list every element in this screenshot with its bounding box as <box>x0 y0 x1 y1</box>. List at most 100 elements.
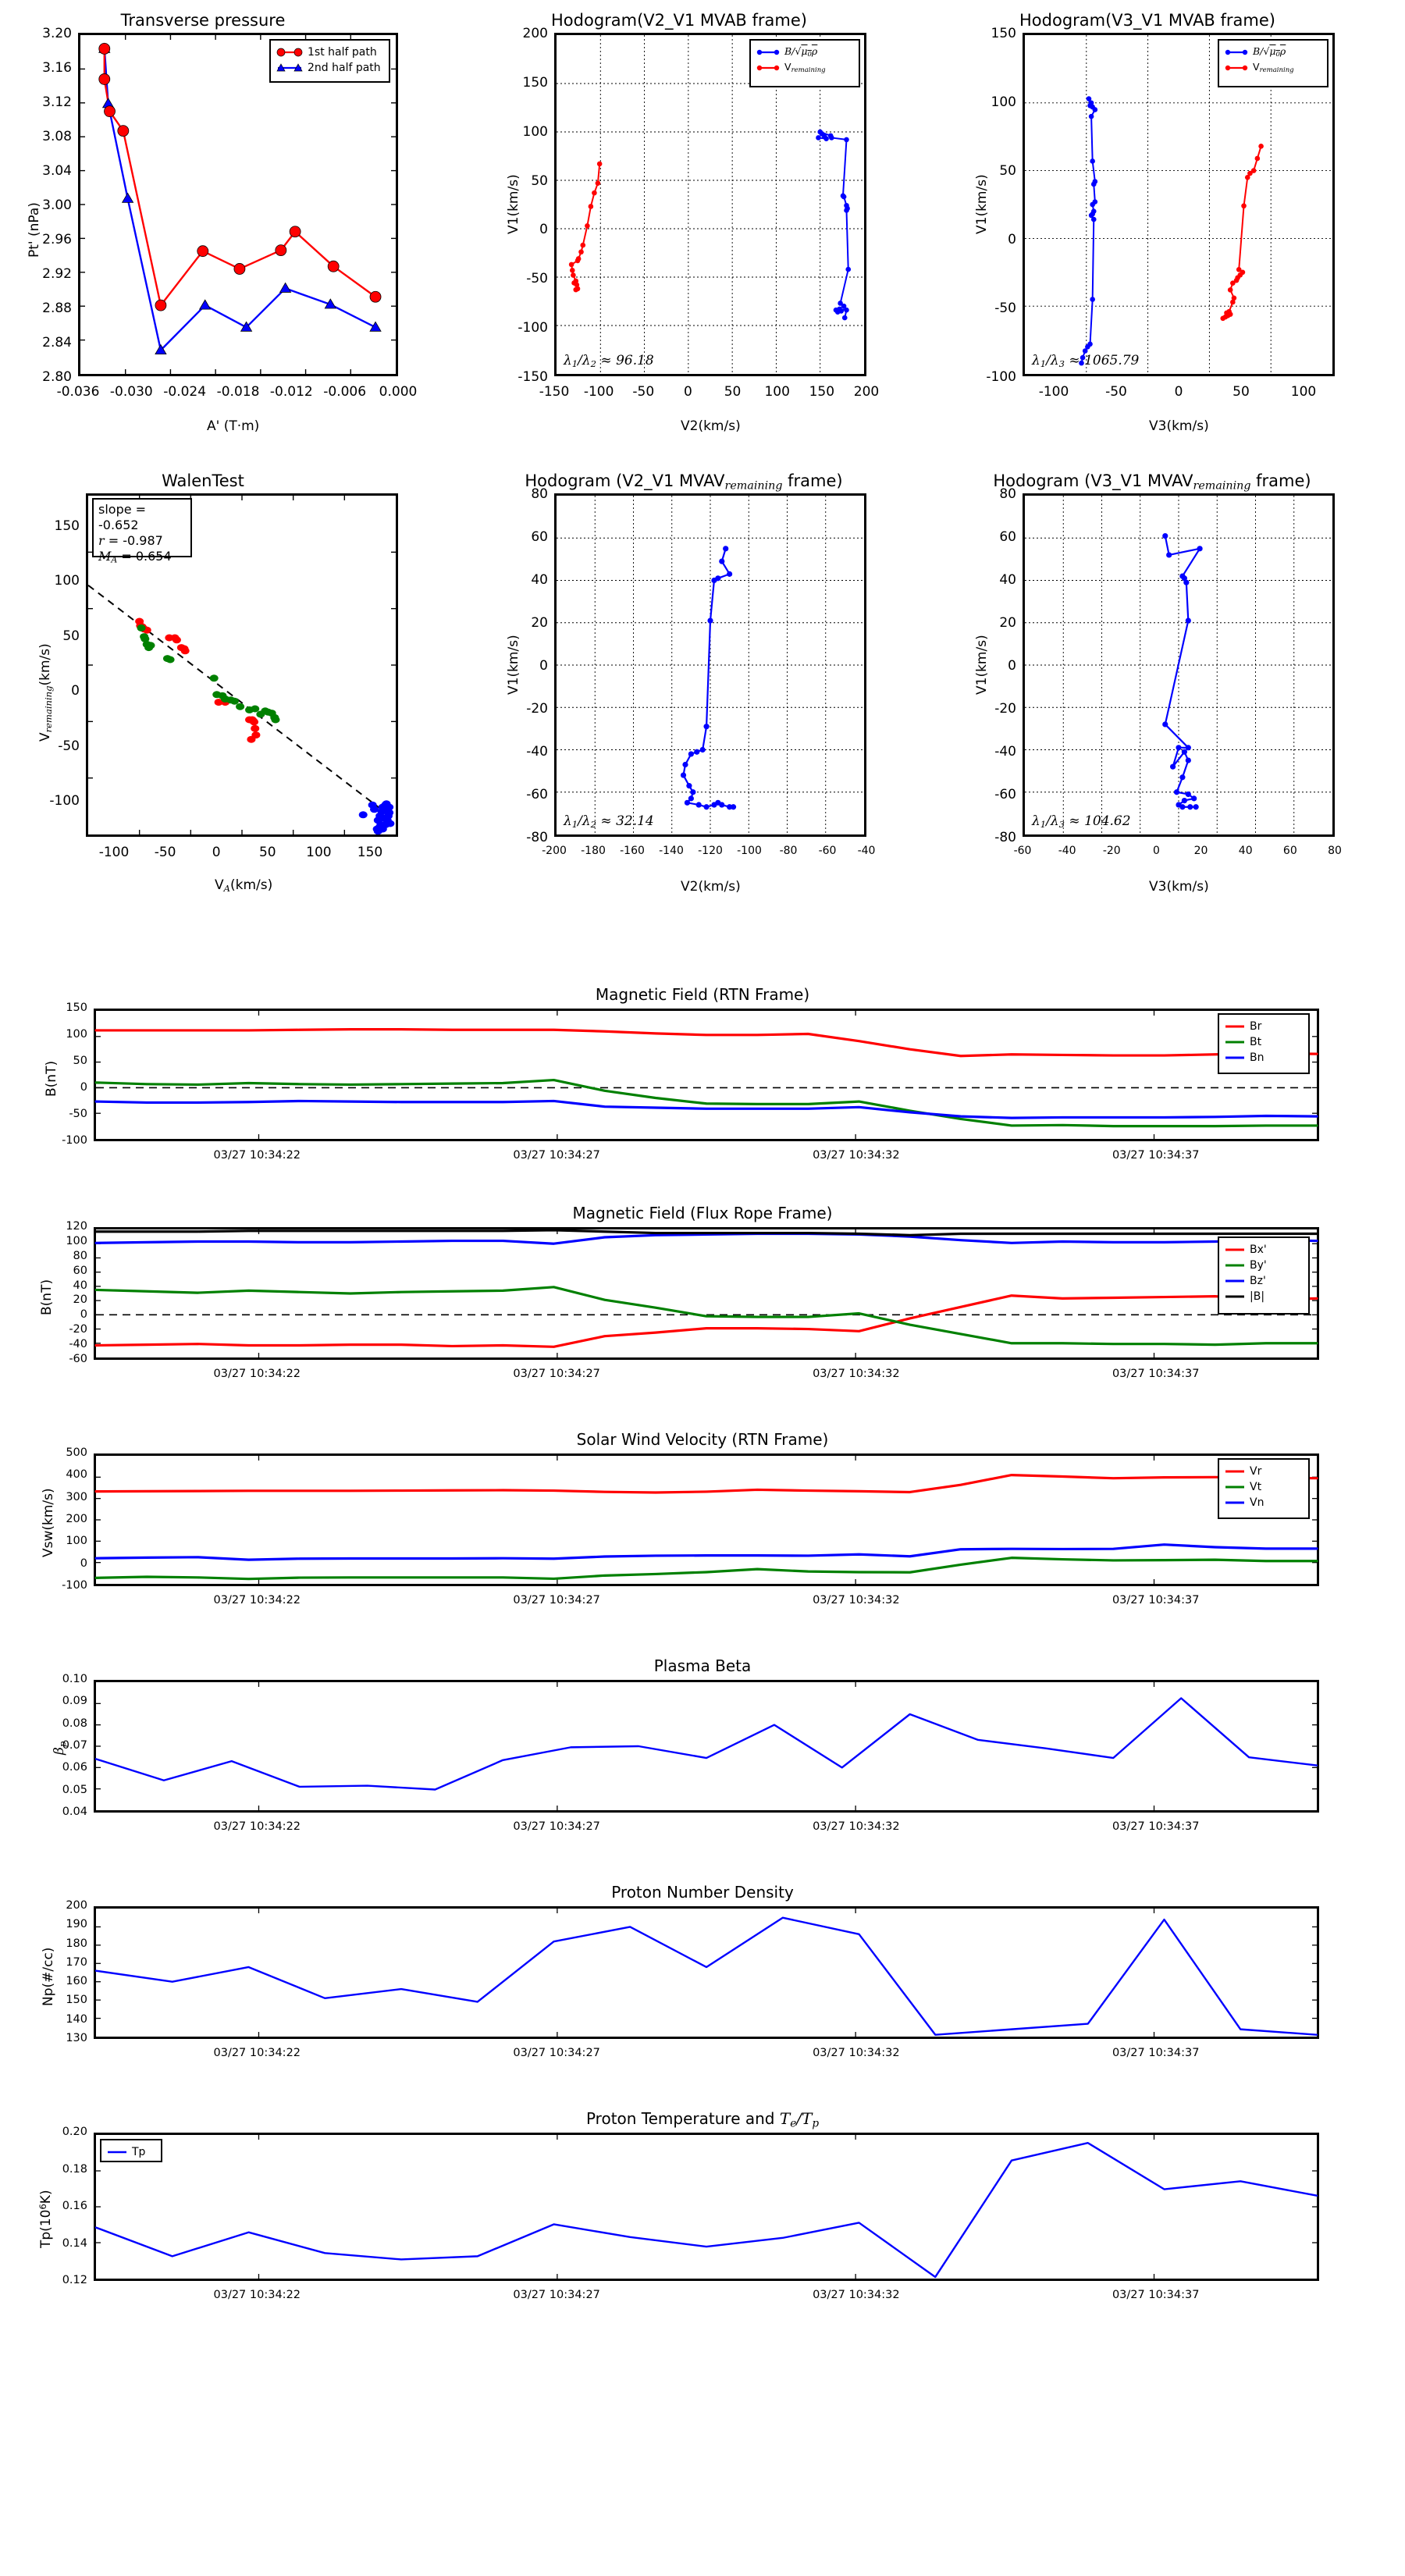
legend-item: B/√μ0ρ <box>756 44 853 60</box>
panel-title: Plasma Beta <box>653 1656 752 1675</box>
x-tick-label: 03/27 10:34:32 <box>813 2047 900 2059</box>
y-tick-label: 0.08 <box>62 1717 87 1730</box>
y-axis-label: Pt' (nPa) <box>27 202 42 258</box>
y-axis-label: V1(km/s) <box>506 174 521 234</box>
eigenvalue-ratio-annotation: λ1/λ3 ≈ 104.62 <box>1032 813 1131 830</box>
x-tick-label: -100 <box>1038 384 1069 400</box>
plot-area <box>94 1453 1319 1586</box>
y-tick-label: 3.16 <box>42 60 72 76</box>
line-blue-icon <box>1225 1277 1245 1285</box>
panel-title: Hodogram(V3_V1 MVAB frame) <box>1019 11 1275 30</box>
y-tick-label: 0 <box>539 658 548 674</box>
line-black-icon <box>1225 1293 1245 1300</box>
y-tick-label: -60 <box>994 787 1016 802</box>
y-tick-label: 400 <box>66 1468 87 1482</box>
x-tick-label: -50 <box>632 384 655 400</box>
x-tick-label: 0 <box>1174 384 1183 400</box>
legend: B/√μ0ρ Vremaining <box>1218 39 1329 87</box>
line-red-icon <box>1225 1023 1245 1030</box>
panel-transverse-pressure: Transverse pressure 3.20 3.16 3.12 3.08 3.04… <box>0 0 468 453</box>
y-tick-label: 60 <box>531 529 548 545</box>
y-tick-label: 180 <box>66 1937 87 1950</box>
x-tick-label: 03/27 10:34:32 <box>813 1368 900 1380</box>
x-tick-label: 03/27 10:34:22 <box>213 1368 301 1380</box>
x-tick-label: 0 <box>1152 845 1160 857</box>
plot-area <box>94 1906 1319 2039</box>
y-tick-label: 100 <box>66 1535 87 1548</box>
x-tick-label: -0.018 <box>216 384 260 400</box>
x-tick-label: -80 <box>779 845 798 857</box>
panel-plasma-beta: Plasma Beta 0.10 0.09 0.08 0.07 0.06 0.05 0.04… <box>0 1639 1405 1850</box>
stat-slope: slope = -0.652 <box>98 502 147 532</box>
y-tick-label: 100 <box>991 94 1016 110</box>
eigenvalue-ratio-annotation: λ1/λ2 ≈ 96.18 <box>564 353 654 369</box>
line-blue-icon <box>1225 1054 1245 1062</box>
x-tick-label: 03/27 10:34:37 <box>1112 1594 1200 1606</box>
y-tick-label: 100 <box>522 123 548 140</box>
x-axis-label: VA(km/s) <box>215 877 273 894</box>
y-tick-label: 0.16 <box>62 2200 87 2212</box>
y-axis-label: B(nT) <box>39 1279 55 1315</box>
legend: Bx' By' Bz' |B| <box>1218 1236 1310 1315</box>
x-tick-label: 03/27 10:34:32 <box>813 1149 900 1162</box>
eigenvalue-ratio-annotation: λ1/λ2 ≈ 32.14 <box>564 813 654 830</box>
x-axis-label: A' (T·m) <box>207 418 260 434</box>
legend-label: Br <box>1250 1020 1262 1033</box>
marker-triangle-blue-icon <box>276 62 303 73</box>
panel-title: Proton Temperature and Te/Tp <box>585 2109 820 2130</box>
panel-title: Hodogram (V2_V1 MVAVremaining frame) <box>525 471 843 493</box>
x-tick-label: 03/27 10:34:37 <box>1112 2047 1200 2059</box>
y-tick-label: -80 <box>994 830 1016 845</box>
panel-title: WalenTest <box>162 471 244 490</box>
legend-label: |B| <box>1250 1290 1265 1303</box>
marker-line-red-icon <box>1225 63 1248 73</box>
legend-item: Bt <box>1225 1034 1303 1050</box>
x-tick-label: 50 <box>1232 384 1250 400</box>
x-tick-label: 03/27 10:34:32 <box>813 1820 900 1833</box>
legend-label: B/√μ0ρ <box>1253 45 1286 59</box>
x-tick-label: 03/27 10:34:27 <box>513 1594 600 1606</box>
legend-label: Vremaining <box>1253 61 1294 75</box>
y-tick-label: 0 <box>1008 658 1016 674</box>
y-tick-label: 0.18 <box>62 2162 87 2176</box>
y-tick-label: 50 <box>62 628 80 644</box>
plot-area <box>94 1009 1319 1141</box>
x-tick-label: 0 <box>684 384 692 400</box>
y-tick-label: -150 <box>518 369 548 385</box>
legend-item: Vremaining <box>1225 60 1321 76</box>
x-tick-label: -0.012 <box>269 384 313 400</box>
y-tick-label: -40 <box>994 744 1016 760</box>
y-tick-label: 0.14 <box>62 2236 87 2250</box>
y-axis-label: Tp(106K) <box>37 2190 55 2248</box>
line-green-icon <box>1225 1038 1245 1046</box>
panel-walen-test: WalenTest 150 100 50 0 -50 -100 -100 -50 0 50 100… <box>0 461 468 913</box>
legend: B/√μ0ρ Vremaining <box>749 39 860 87</box>
y-axis-label: Vremaining(km/s) <box>37 643 54 742</box>
legend-label: 1st half path <box>308 46 377 59</box>
x-tick-label: 03/27 10:34:37 <box>1112 1368 1200 1380</box>
y-tick-label: 140 <box>66 2012 87 2026</box>
y-tick-label: 80 <box>999 486 1016 502</box>
y-tick-label: -20 <box>526 701 548 717</box>
legend: Br Bt Bn <box>1218 1013 1310 1074</box>
x-tick-label: -20 <box>1102 845 1121 857</box>
y-tick-label: 20 <box>999 615 1016 631</box>
y-tick-label: 3.08 <box>42 129 72 144</box>
stat-ma: MA = 0.654 <box>98 549 172 565</box>
panel-title: Transverse pressure <box>120 11 286 30</box>
y-axis-label: Np(#/cc) <box>41 1947 56 2006</box>
marker-line-blue-icon <box>756 48 780 57</box>
x-tick-label: 03/27 10:34:37 <box>1112 2289 1200 2301</box>
legend-item: 2nd half path <box>276 60 383 76</box>
x-tick-label: 03/27 10:34:27 <box>513 1368 600 1380</box>
y-tick-label: -100 <box>49 793 80 809</box>
legend-item: 1st half path <box>276 44 383 60</box>
y-tick-label: 0 <box>71 683 80 699</box>
legend-label: Tp <box>132 2146 146 2158</box>
y-tick-label: 150 <box>66 1994 87 2007</box>
y-tick-label: 100 <box>66 1028 87 1041</box>
x-tick-label: -50 <box>1105 384 1127 400</box>
plot-area <box>78 33 398 376</box>
x-tick-label: 50 <box>724 384 742 400</box>
y-tick-label: -60 <box>69 1353 87 1365</box>
